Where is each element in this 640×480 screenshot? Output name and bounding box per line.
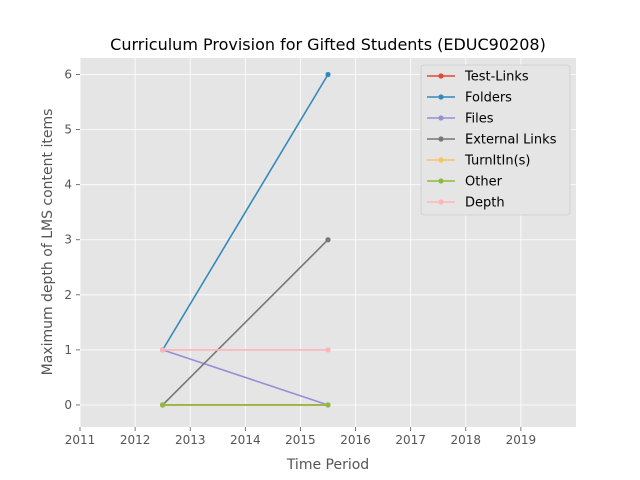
y-tick-label: 6 — [64, 68, 72, 82]
legend-swatch-marker — [438, 199, 444, 205]
legend-item-other: Other — [427, 175, 503, 190]
legend-item-folders: Folders — [427, 91, 512, 106]
series-other — [160, 402, 331, 408]
legend-swatch-marker — [438, 136, 444, 142]
legend-item-test-links: Test-Links — [427, 70, 529, 85]
legend-label: Depth — [465, 196, 505, 211]
legend-swatch-marker — [438, 178, 444, 184]
x-axis-ticks: 2011 2012 2013 2014 2015 2016 2017 2018 2019 — [65, 427, 536, 447]
data-point — [160, 402, 166, 408]
x-axis-label: Time Period — [286, 457, 369, 473]
series-line — [161, 74, 329, 351]
legend-swatch-marker — [438, 115, 444, 121]
series-layer — [160, 71, 331, 408]
y-axis-label: Maximum depth of LMS content items — [40, 109, 56, 376]
legend: Test-Links Folders Files External Links Turn… — [420, 64, 571, 216]
y-axis-ticks: 0 1 2 3 4 5 6 — [64, 68, 80, 412]
legend-swatch-marker — [438, 157, 444, 163]
data-point — [325, 237, 331, 243]
x-tick-label: 2012 — [120, 433, 151, 447]
x-tick-label: 2011 — [65, 433, 96, 447]
legend-label: External Links — [465, 133, 557, 148]
y-tick-label: 0 — [64, 398, 72, 412]
legend-label: Test-Links — [464, 70, 529, 85]
legend-item-files: Files — [427, 112, 494, 127]
legend-swatch-marker — [438, 94, 444, 100]
legend-label: Folders — [465, 91, 512, 106]
x-tick-label: 2018 — [451, 433, 482, 447]
y-tick-label: 1 — [64, 343, 72, 357]
x-tick-label: 2019 — [506, 433, 537, 447]
y-tick-label: 2 — [64, 288, 72, 302]
data-point — [160, 347, 166, 353]
x-tick-label: 2015 — [285, 433, 316, 447]
legend-label: Files — [465, 112, 494, 127]
legend-label: TurnItIn(s) — [464, 154, 530, 169]
x-tick-label: 2013 — [175, 433, 206, 447]
legend-item-depth: Depth — [427, 196, 505, 211]
legend-box — [420, 64, 571, 216]
y-tick-label: 5 — [64, 123, 72, 137]
x-tick-label: 2016 — [340, 433, 371, 447]
legend-label: Other — [465, 175, 503, 190]
legend-swatch-marker — [438, 73, 444, 79]
series-line — [162, 239, 329, 406]
y-tick-label: 4 — [64, 178, 72, 192]
chart-title: Curriculum Provision for Gifted Students… — [110, 35, 546, 54]
series-depth — [160, 347, 331, 353]
legend-item-turnitin-s: TurnItIn(s) — [427, 154, 530, 169]
legend-item-external-links: External Links — [427, 133, 557, 148]
x-tick-label: 2014 — [230, 433, 261, 447]
data-point — [325, 347, 331, 353]
y-tick-label: 3 — [64, 233, 72, 247]
data-point — [325, 71, 331, 78]
data-point — [325, 402, 331, 408]
series-line — [162, 349, 329, 406]
x-tick-label: 2017 — [395, 433, 426, 447]
